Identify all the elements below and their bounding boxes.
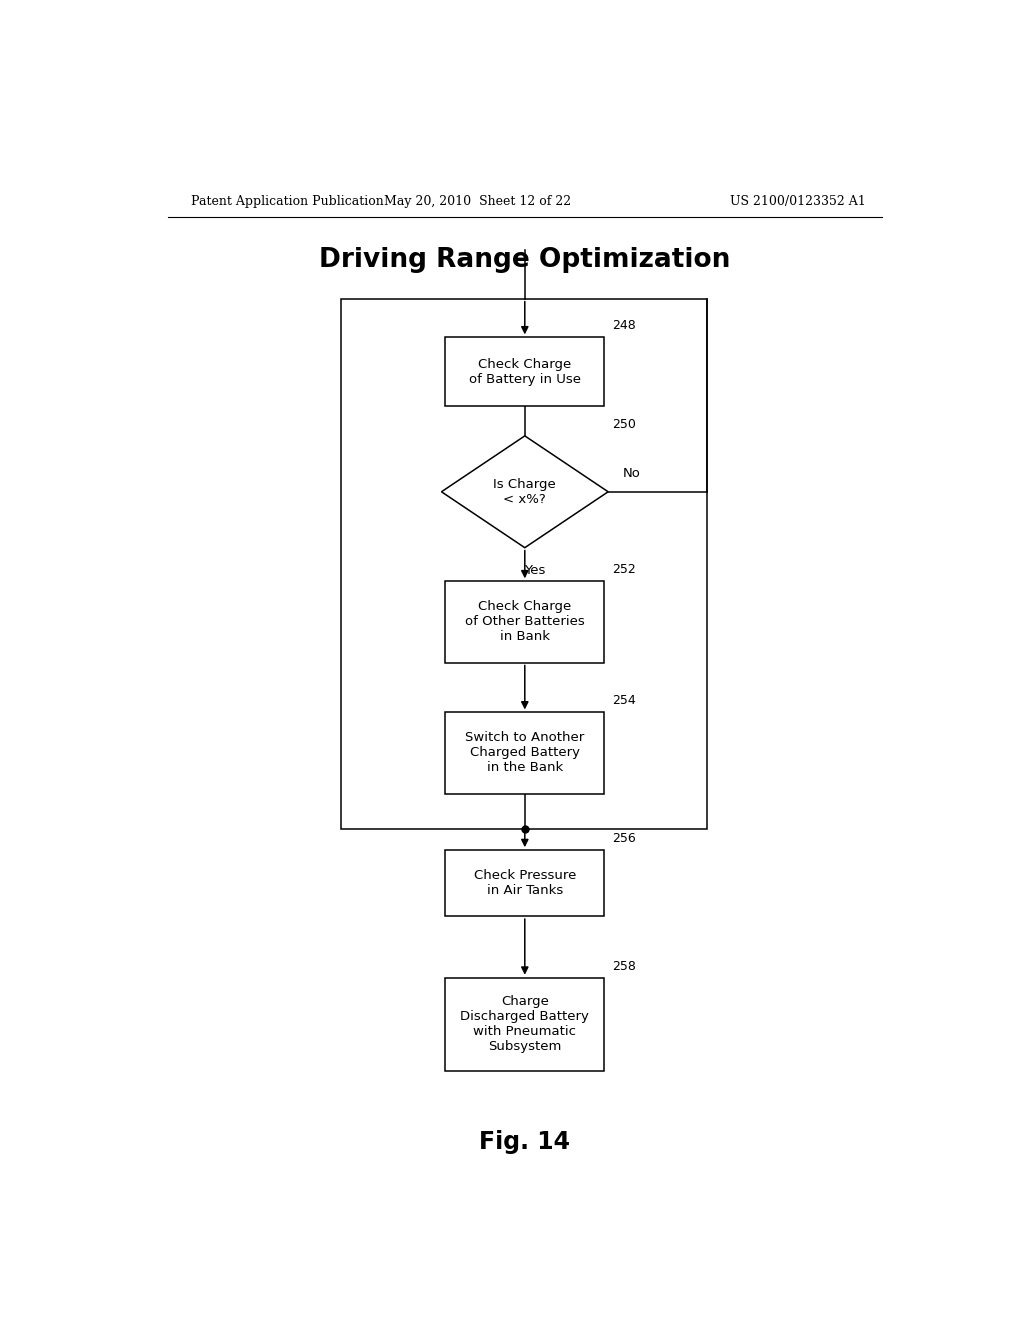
Text: Switch to Another
Charged Battery
in the Bank: Switch to Another Charged Battery in the…	[465, 731, 585, 775]
Text: Fig. 14: Fig. 14	[479, 1130, 570, 1154]
Text: Yes: Yes	[524, 564, 546, 577]
Text: Charge
Discharged Battery
with Pneumatic
Subsystem: Charge Discharged Battery with Pneumatic…	[461, 995, 589, 1053]
FancyBboxPatch shape	[445, 713, 604, 793]
Text: Driving Range Optimization: Driving Range Optimization	[319, 247, 730, 273]
FancyBboxPatch shape	[445, 338, 604, 407]
Text: Check Pressure
in Air Tanks: Check Pressure in Air Tanks	[474, 869, 575, 898]
FancyBboxPatch shape	[445, 581, 604, 663]
Polygon shape	[441, 436, 608, 548]
Text: US 2100/0123352 A1: US 2100/0123352 A1	[730, 194, 866, 207]
Text: 258: 258	[612, 960, 636, 973]
Text: Is Charge
< x%?: Is Charge < x%?	[494, 478, 556, 506]
Text: Check Charge
of Battery in Use: Check Charge of Battery in Use	[469, 358, 581, 385]
Text: Patent Application Publication: Patent Application Publication	[191, 194, 384, 207]
Text: May 20, 2010  Sheet 12 of 22: May 20, 2010 Sheet 12 of 22	[384, 194, 570, 207]
FancyBboxPatch shape	[445, 850, 604, 916]
Text: 250: 250	[612, 418, 636, 430]
Text: Check Charge
of Other Batteries
in Bank: Check Charge of Other Batteries in Bank	[465, 601, 585, 643]
Text: 252: 252	[612, 564, 636, 576]
Text: 254: 254	[612, 694, 636, 708]
Text: No: No	[623, 466, 640, 479]
Text: 248: 248	[612, 319, 636, 333]
FancyBboxPatch shape	[445, 978, 604, 1071]
Text: 256: 256	[612, 832, 636, 845]
